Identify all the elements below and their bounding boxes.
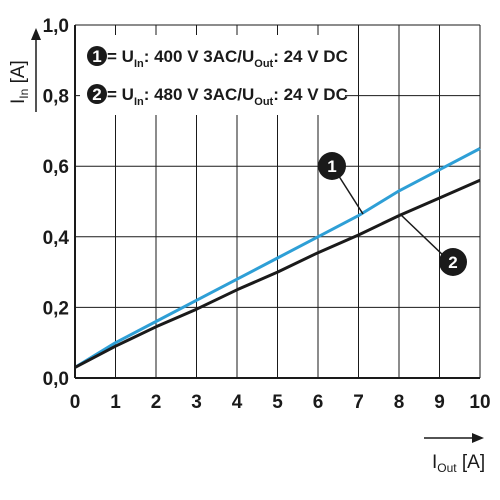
legend-marker-1-badge bbox=[87, 46, 107, 66]
y-tick-label-4: 0,8 bbox=[43, 87, 69, 108]
axes bbox=[74, 25, 480, 379]
legend-marker-2-badge bbox=[87, 84, 107, 104]
y-tick-label-1: 0,2 bbox=[43, 298, 69, 319]
x-axis-arrowhead bbox=[472, 433, 484, 443]
series-2-callout-leader bbox=[399, 213, 447, 259]
legend-entry-2: 2 = UIn: 480 V 3AC/UOut: 24 V DC bbox=[87, 84, 348, 108]
legend-text-2: = UIn: 480 V 3AC/UOut: 24 V DC bbox=[107, 85, 348, 108]
series-2-callout-label: 2 bbox=[448, 253, 457, 272]
x-tick-label-5: 5 bbox=[272, 392, 283, 413]
x-tick-label-8: 8 bbox=[394, 392, 405, 413]
x-axis-label: IOut [A] bbox=[424, 433, 485, 475]
y-tick-labels: 0,0 0,2 0,4 0,6 0,8 1,0 bbox=[43, 16, 70, 390]
x-tick-label-7: 7 bbox=[353, 392, 364, 413]
series-2-callout: 2 bbox=[399, 213, 467, 276]
x-tick-label-3: 3 bbox=[191, 392, 202, 413]
y-axis-arrowhead bbox=[31, 28, 41, 40]
series-2-callout-badge bbox=[439, 248, 467, 276]
y-tick-label-5: 1,0 bbox=[43, 16, 69, 37]
series-2-line bbox=[74, 178, 481, 369]
x-tick-label-1: 1 bbox=[110, 392, 121, 413]
x-axis-title: IOut [A] bbox=[432, 452, 485, 475]
y-tick-label-2: 0,4 bbox=[43, 228, 70, 249]
x-tick-label-0: 0 bbox=[70, 392, 81, 413]
legend-entry-1: 1 = UIn: 400 V 3AC/UOut: 24 V DC bbox=[87, 46, 348, 70]
y-axis-label: IIn [A] bbox=[8, 28, 41, 112]
series-lines bbox=[74, 147, 481, 369]
x-tick-labels: 0 1 2 3 4 5 6 7 8 9 10 bbox=[70, 392, 491, 413]
x-tick-label-9: 9 bbox=[434, 392, 445, 413]
series-1-callout-badge bbox=[318, 152, 346, 180]
series-1-callout: 1 bbox=[318, 152, 364, 215]
y-axis-title: IIn [A] bbox=[8, 60, 31, 104]
legend-text-1: = UIn: 400 V 3AC/UOut: 24 V DC bbox=[107, 47, 348, 70]
series-1-callout-label: 1 bbox=[327, 157, 336, 176]
legend-marker-1-label: 1 bbox=[92, 47, 101, 66]
x-tick-label-10: 10 bbox=[469, 392, 490, 413]
x-tick-label-2: 2 bbox=[151, 392, 162, 413]
legend-marker-2-label: 2 bbox=[92, 85, 101, 104]
series-1-line bbox=[74, 147, 481, 369]
y-tick-label-0: 0,0 bbox=[43, 369, 69, 390]
legend: 1 = UIn: 400 V 3AC/UOut: 24 V DC 2 = UIn… bbox=[80, 35, 348, 115]
y-tick-label-3: 0,6 bbox=[43, 157, 69, 178]
x-tick-label-6: 6 bbox=[313, 392, 324, 413]
legend-background bbox=[80, 35, 345, 115]
x-tick-label-4: 4 bbox=[232, 392, 243, 413]
